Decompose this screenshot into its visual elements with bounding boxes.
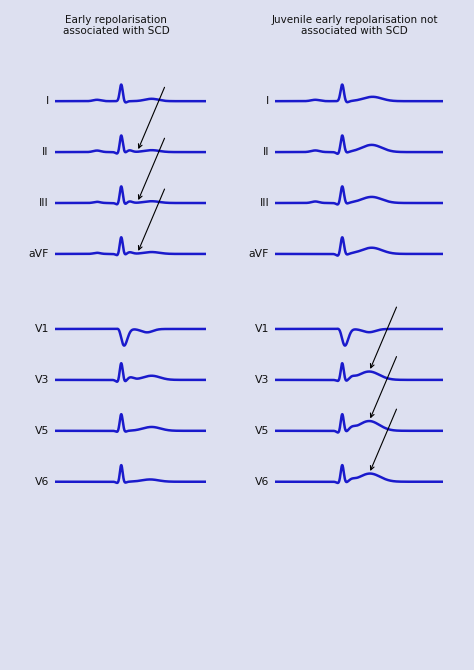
FancyBboxPatch shape [0,0,237,670]
Text: I: I [46,96,49,106]
Text: V1: V1 [255,324,269,334]
Text: II: II [263,147,269,157]
Text: V3: V3 [35,375,49,385]
Text: Early repolarisation
associated with SCD: Early repolarisation associated with SCD [63,15,170,36]
Text: I: I [266,96,269,106]
Text: Juvenile early repolarisation not
associated with SCD: Juvenile early repolarisation not associ… [271,15,438,36]
Text: V5: V5 [255,426,269,436]
Text: III: III [259,198,269,208]
Text: V6: V6 [255,477,269,486]
Text: III: III [39,198,49,208]
Text: V6: V6 [35,477,49,486]
Text: aVF: aVF [28,249,49,259]
FancyBboxPatch shape [232,0,474,670]
Text: V5: V5 [35,426,49,436]
Text: aVF: aVF [249,249,269,259]
Text: V1: V1 [35,324,49,334]
Text: II: II [42,147,49,157]
Text: V3: V3 [255,375,269,385]
